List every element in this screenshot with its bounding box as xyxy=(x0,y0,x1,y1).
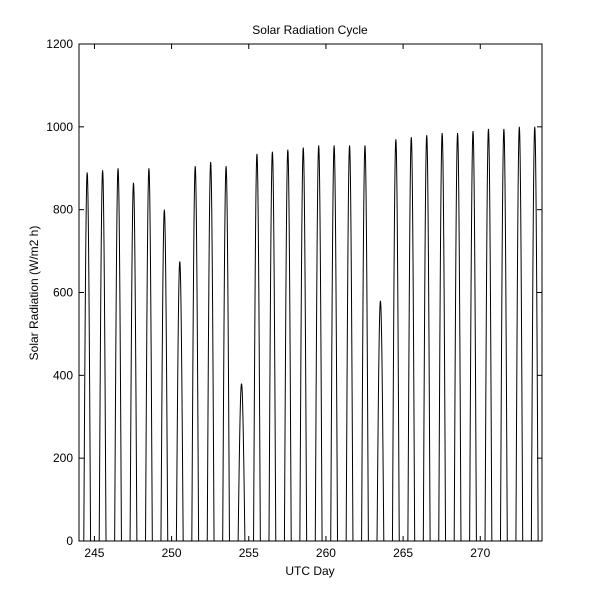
x-tick-label: 260 xyxy=(316,546,336,560)
y-tick-label: 1200 xyxy=(46,37,73,51)
y-tick-label: 400 xyxy=(53,368,73,382)
x-tick-label: 250 xyxy=(162,546,182,560)
y-tick-label: 800 xyxy=(53,203,73,217)
x-tick-label: 245 xyxy=(84,546,104,560)
y-axis-label: Solar Radiation (W/m2 h) xyxy=(27,226,41,361)
y-tick-label: 1000 xyxy=(46,120,73,134)
series-line-solar-radiation xyxy=(83,126,539,541)
x-tick-label: 265 xyxy=(393,546,413,560)
y-tick-label: 0 xyxy=(66,534,73,548)
y-tick-label: 200 xyxy=(53,451,73,465)
chart-title: Solar Radiation Cycle xyxy=(252,23,368,37)
x-tick-label: 255 xyxy=(239,546,259,560)
plot-area: 245 250 255 260 265 270 0 200 400 600 800 1000 1200 xyxy=(46,37,543,560)
x-axis-label: UTC Day xyxy=(285,564,334,578)
x-tick-label: 270 xyxy=(470,546,490,560)
axes-frame xyxy=(78,43,543,542)
y-tick-label: 600 xyxy=(53,286,73,300)
